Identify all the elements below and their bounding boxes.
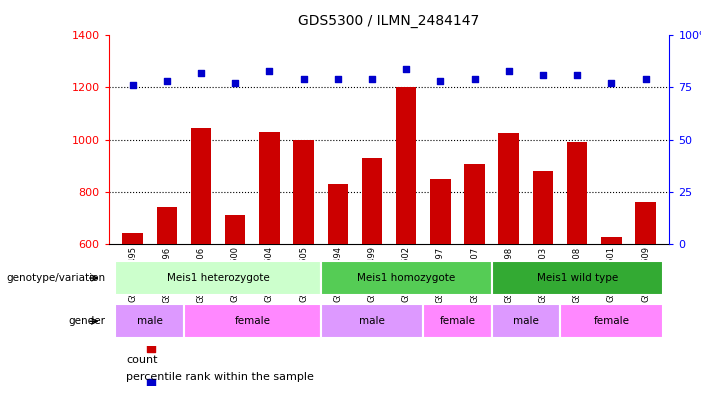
Text: Meis1 heterozygote: Meis1 heterozygote bbox=[167, 273, 269, 283]
Bar bbox=[567, 142, 587, 244]
Text: male: male bbox=[513, 316, 539, 326]
Point bbox=[298, 76, 309, 82]
Point bbox=[127, 82, 138, 88]
Bar bbox=[259, 132, 280, 244]
Bar bbox=[293, 140, 314, 244]
Bar bbox=[320, 261, 491, 295]
Bar bbox=[635, 202, 655, 244]
Text: GDS5300 / ILMN_2484147: GDS5300 / ILMN_2484147 bbox=[299, 14, 479, 28]
Text: percentile rank within the sample: percentile rank within the sample bbox=[126, 372, 314, 382]
Point bbox=[640, 76, 651, 82]
Bar bbox=[464, 164, 485, 244]
Text: female: female bbox=[234, 316, 271, 326]
Point bbox=[538, 72, 549, 78]
Point bbox=[196, 70, 207, 76]
Bar bbox=[191, 128, 211, 244]
Bar bbox=[156, 207, 177, 244]
Point bbox=[161, 78, 172, 84]
Bar bbox=[498, 133, 519, 244]
Text: count: count bbox=[126, 354, 158, 365]
Text: male: male bbox=[359, 316, 385, 326]
Point bbox=[571, 72, 583, 78]
Point bbox=[145, 345, 156, 351]
Text: gender: gender bbox=[68, 316, 105, 326]
Point bbox=[503, 68, 515, 74]
Point bbox=[606, 80, 617, 86]
Text: male: male bbox=[137, 316, 163, 326]
Bar bbox=[320, 305, 423, 338]
Bar bbox=[533, 171, 553, 244]
Bar bbox=[601, 237, 622, 244]
Point bbox=[435, 78, 446, 84]
Bar bbox=[396, 87, 416, 244]
Bar bbox=[184, 305, 320, 338]
Bar bbox=[327, 184, 348, 244]
Text: Meis1 wild type: Meis1 wild type bbox=[536, 273, 618, 283]
Bar bbox=[116, 305, 184, 338]
Point bbox=[469, 76, 480, 82]
Point bbox=[400, 66, 411, 72]
Point bbox=[367, 76, 378, 82]
Text: genotype/variation: genotype/variation bbox=[6, 273, 105, 283]
Bar bbox=[491, 261, 662, 295]
Point bbox=[332, 76, 343, 82]
Bar bbox=[123, 233, 143, 244]
Bar bbox=[225, 215, 245, 244]
Text: Meis1 homozygote: Meis1 homozygote bbox=[357, 273, 455, 283]
Text: female: female bbox=[593, 316, 629, 326]
Point bbox=[264, 68, 275, 74]
Bar bbox=[491, 305, 560, 338]
Point bbox=[145, 380, 156, 386]
Text: female: female bbox=[440, 316, 475, 326]
Bar bbox=[560, 305, 662, 338]
Point bbox=[229, 80, 240, 86]
Bar bbox=[362, 158, 382, 244]
Bar bbox=[423, 305, 491, 338]
Bar bbox=[430, 178, 451, 244]
Bar bbox=[116, 261, 320, 295]
